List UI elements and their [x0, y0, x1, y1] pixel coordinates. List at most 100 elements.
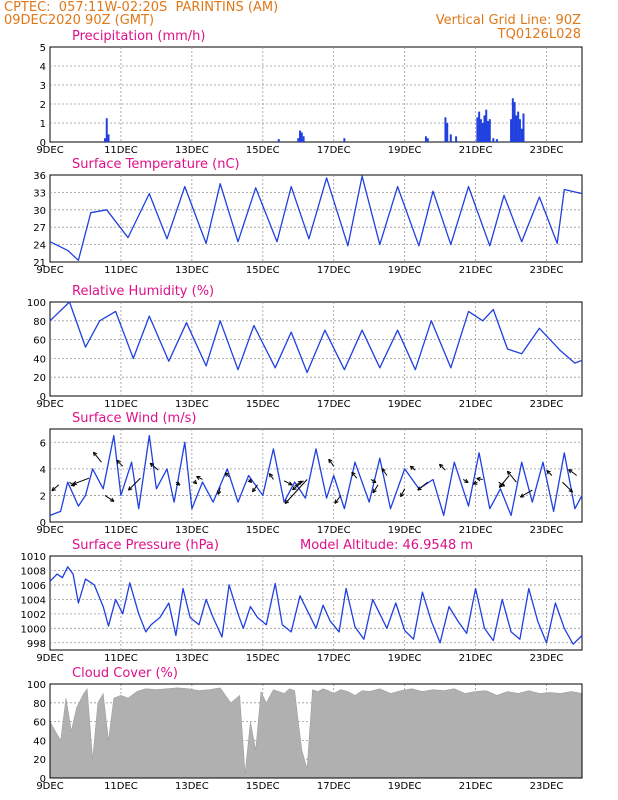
y-tick-label: 1010: [21, 552, 46, 563]
precip-bar: [300, 132, 303, 142]
precip-bar: [479, 119, 482, 142]
x-tick-label: 21DEC: [459, 399, 493, 410]
x-tick-label: 19DEC: [388, 781, 422, 792]
y-tick-label: 36: [33, 171, 46, 182]
y-tick-label: 80: [33, 317, 46, 328]
precip-bar: [455, 136, 458, 142]
precip-bar: [277, 139, 280, 142]
y-tick-label: 4: [40, 62, 46, 73]
wind-arrow: [472, 480, 478, 485]
panel-title: Relative Humidity (%): [72, 284, 214, 299]
x-tick-label: 17DEC: [317, 653, 351, 664]
precip-bar: [444, 117, 447, 142]
wind-arrow: [224, 472, 230, 478]
wind-arrow: [462, 478, 469, 483]
x-tick-label: 23DEC: [530, 525, 564, 536]
y-tick-label: 1004: [21, 595, 46, 606]
precip-bar: [481, 123, 484, 142]
x-tick-label: 13DEC: [175, 265, 209, 276]
x-tick-label: 21DEC: [459, 145, 493, 156]
x-tick-label: 19DEC: [388, 145, 422, 156]
y-tick-label: 21: [33, 258, 46, 269]
y-tick-label: 0: [40, 518, 46, 529]
y-tick-label: 0: [40, 392, 46, 403]
panel-title: Precipitation (mm/h): [72, 29, 205, 44]
panel-title: Cloud Cover (%): [72, 666, 178, 681]
wind-arrow: [175, 481, 181, 486]
precip-bar: [510, 119, 513, 142]
wind-arrow: [328, 458, 335, 467]
wind-arrow: [192, 479, 198, 485]
y-tick-label: 6: [40, 438, 46, 449]
y-tick-label: 100: [27, 298, 46, 309]
x-tick-label: 13DEC: [175, 653, 209, 664]
x-tick-label: 19DEC: [388, 525, 422, 536]
precip-bar: [107, 134, 110, 142]
y-tick-label: 100: [27, 680, 46, 691]
precip-bar: [487, 121, 490, 142]
y-tick-label: 60: [33, 336, 46, 347]
y-tick-label: 0: [40, 138, 46, 149]
header-station: CPTEC: 057:11W-02:20S PARINTINS (AM): [4, 0, 279, 15]
y-tick-label: 80: [33, 699, 46, 710]
x-tick-label: 9DEC: [36, 525, 63, 536]
y-tick-label: 20: [33, 373, 46, 384]
wind-arrow: [283, 480, 293, 486]
x-tick-label: 23DEC: [530, 145, 564, 156]
precip-bar: [343, 138, 346, 142]
panel-frame: [49, 301, 583, 397]
series-line: [49, 434, 583, 517]
x-tick-label: 11DEC: [104, 653, 138, 664]
x-tick-label: 13DEC: [175, 525, 209, 536]
y-tick-label: 1: [40, 119, 46, 130]
y-tick-label: 20: [33, 755, 46, 766]
precip-bar: [513, 102, 516, 142]
wind-arrow: [127, 477, 141, 491]
precip-bar: [520, 128, 523, 142]
x-tick-label: 21DEC: [459, 653, 493, 664]
wind-arrow: [334, 495, 342, 504]
y-tick-label: 33: [33, 188, 46, 199]
x-tick-label: 9DEC: [36, 145, 63, 156]
y-tick-label: 40: [33, 736, 46, 747]
y-tick-label: 5: [40, 43, 46, 54]
y-tick-label: 998: [27, 639, 46, 650]
y-tick-label: 40: [33, 354, 46, 365]
x-tick-label: 17DEC: [317, 781, 351, 792]
precip-bar: [488, 119, 491, 142]
wind-arrow: [251, 484, 258, 493]
x-tick-label: 11DEC: [104, 399, 138, 410]
x-tick-label: 9DEC: [36, 781, 63, 792]
y-tick-label: 1000: [21, 624, 46, 635]
x-tick-label: 17DEC: [317, 265, 351, 276]
precip-bar: [424, 136, 427, 142]
y-tick-label: 1008: [21, 566, 46, 577]
wind-arrow: [519, 489, 533, 498]
wind-arrow: [381, 468, 388, 476]
series-line: [49, 301, 583, 374]
x-tick-label: 13DEC: [175, 145, 209, 156]
wind-arrow: [417, 481, 429, 491]
wind-arrow: [196, 475, 203, 480]
x-tick-label: 15DEC: [246, 525, 280, 536]
y-tick-label: 30: [33, 206, 46, 217]
x-tick-label: 23DEC: [530, 653, 564, 664]
x-tick-label: 15DEC: [246, 399, 280, 410]
y-tick-label: 27: [33, 223, 46, 234]
x-tick-label: 15DEC: [246, 653, 280, 664]
x-tick-label: 15DEC: [246, 781, 280, 792]
wind-arrow: [284, 479, 308, 504]
wind-arrow: [400, 488, 406, 498]
y-tick-label: 60: [33, 718, 46, 729]
precip-bar: [517, 111, 520, 142]
x-tick-label: 19DEC: [388, 653, 422, 664]
header-grid-note: Vertical Grid Line: 90Z: [435, 13, 581, 28]
x-tick-label: 9DEC: [36, 265, 63, 276]
x-tick-label: 11DEC: [104, 265, 138, 276]
x-tick-label: 21DEC: [459, 781, 493, 792]
panel-frame: [49, 683, 583, 779]
x-tick-label: 23DEC: [530, 265, 564, 276]
wind-arrow: [562, 481, 573, 493]
panel-title: Surface Pressure (hPa): [72, 538, 219, 553]
